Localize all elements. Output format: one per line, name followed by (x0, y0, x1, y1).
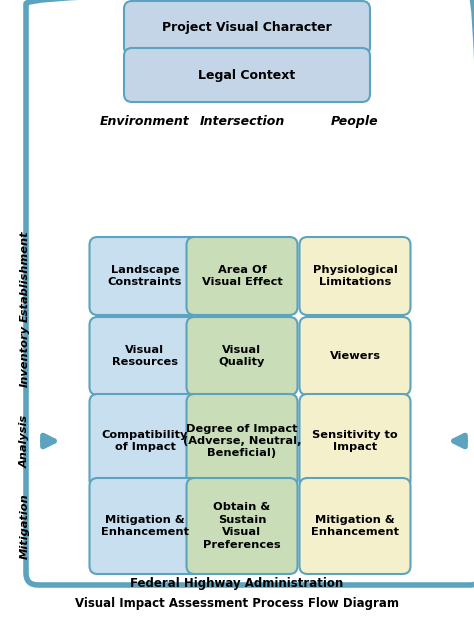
Text: Mitigation: Mitigation (20, 493, 30, 559)
FancyBboxPatch shape (300, 317, 410, 395)
FancyBboxPatch shape (90, 317, 201, 395)
FancyBboxPatch shape (300, 237, 410, 315)
FancyBboxPatch shape (300, 478, 410, 574)
FancyBboxPatch shape (90, 237, 201, 315)
Text: Physiological
Limitations: Physiological Limitations (312, 265, 397, 287)
Text: Compatibility
of Impact: Compatibility of Impact (102, 430, 188, 452)
Text: Legal Context: Legal Context (199, 69, 296, 81)
Text: Sensitivity to
Impact: Sensitivity to Impact (312, 430, 398, 452)
Text: Project Visual Character: Project Visual Character (162, 21, 332, 35)
Text: Obtain &
Sustain
Visual
Preferences: Obtain & Sustain Visual Preferences (203, 502, 281, 550)
Text: Mitigation &
Enhancement: Mitigation & Enhancement (101, 515, 189, 537)
Text: People: People (331, 115, 379, 129)
Text: Degree of Impact
(Adverse, Neutral,
Beneficial): Degree of Impact (Adverse, Neutral, Bene… (183, 423, 301, 458)
FancyBboxPatch shape (90, 394, 201, 488)
FancyBboxPatch shape (300, 394, 410, 488)
Text: Analysis: Analysis (20, 415, 30, 468)
Text: Area Of
Visual Effect: Area Of Visual Effect (201, 265, 283, 287)
FancyBboxPatch shape (186, 317, 298, 395)
Text: Federal Highway Administration: Federal Highway Administration (130, 577, 344, 589)
Text: Viewers: Viewers (329, 351, 381, 361)
Text: Establishment: Establishment (20, 230, 30, 322)
Text: Visual
Quality: Visual Quality (219, 345, 265, 367)
FancyBboxPatch shape (186, 237, 298, 315)
Text: Visual
Resources: Visual Resources (112, 345, 178, 367)
Text: Visual Impact Assessment Process Flow Diagram: Visual Impact Assessment Process Flow Di… (75, 598, 399, 611)
Text: Landscape
Constraints: Landscape Constraints (108, 265, 182, 287)
FancyBboxPatch shape (186, 394, 298, 488)
FancyBboxPatch shape (186, 478, 298, 574)
FancyBboxPatch shape (124, 1, 370, 55)
Text: Mitigation &
Enhancement: Mitigation & Enhancement (311, 515, 399, 537)
FancyBboxPatch shape (124, 48, 370, 102)
Text: Environment: Environment (100, 115, 190, 129)
Text: Intersection: Intersection (200, 115, 284, 129)
FancyBboxPatch shape (90, 478, 201, 574)
Text: Inventory: Inventory (20, 325, 30, 387)
